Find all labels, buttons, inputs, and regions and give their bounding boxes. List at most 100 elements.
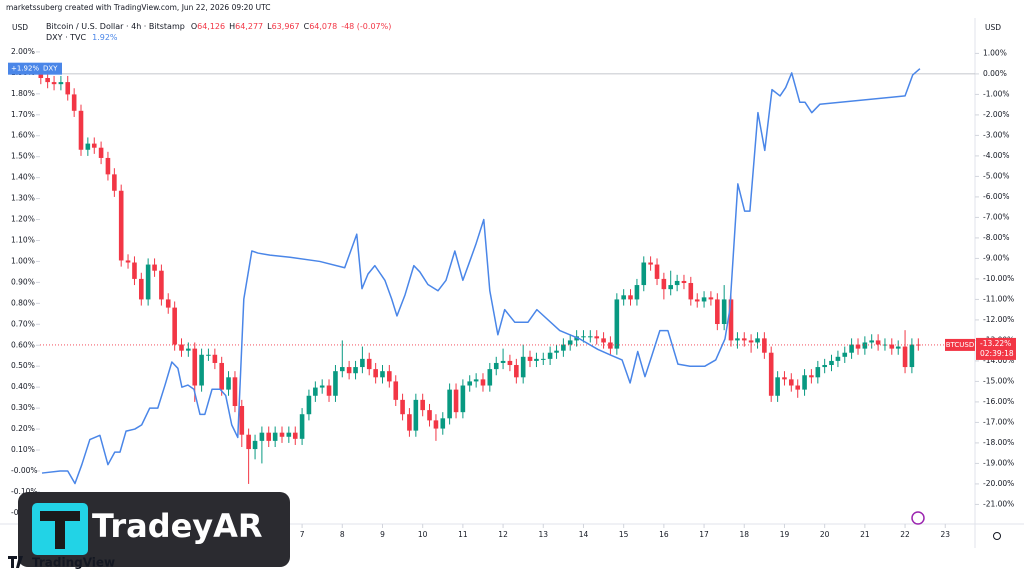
symbol-badge-label: BTCUSD (946, 341, 975, 349)
y2-tick-label: -3.00% (983, 130, 1010, 139)
y2-tick-label: -11.00% (983, 294, 1014, 303)
candle-body (125, 260, 131, 263)
x-tick-label: 22 (900, 530, 910, 539)
candle-body (226, 377, 231, 390)
candle-body (58, 82, 64, 85)
candle-body (286, 432, 292, 437)
candle-body (91, 143, 97, 148)
x-tick-label: 23 (940, 530, 950, 539)
symbol-badge (945, 338, 975, 351)
x-tick-label: 13 (539, 530, 549, 539)
overlay: TradeyAR TradingView BTCUSD -13.22%02:39:… (8, 62, 1016, 570)
candle-body (654, 264, 660, 279)
candle-body (433, 420, 439, 429)
x-tick-label: 21 (860, 530, 870, 539)
legend-value: 64,078 (309, 22, 337, 31)
candle-body (721, 299, 727, 325)
candle-body (802, 375, 807, 390)
candle-body (78, 110, 84, 150)
candle-body (179, 344, 184, 351)
y-tick-label: 1.10% (11, 235, 35, 244)
legend-key: L (267, 22, 272, 31)
candle-body (493, 362, 499, 370)
y-tick-label: 1.50% (11, 152, 35, 161)
x-tick-label: 9 (380, 530, 385, 539)
candle-body (594, 336, 600, 339)
header: marketssuberg created with TradingView.c… (6, 3, 270, 12)
candle-body (520, 356, 526, 378)
candle-body (51, 82, 57, 85)
candle-body (306, 395, 312, 415)
candle-body (112, 174, 117, 191)
candle-body (815, 367, 821, 378)
y2-tick-label: -8.00% (983, 233, 1010, 242)
brand-logo-t (40, 511, 80, 549)
x-tick-label: 20 (820, 530, 830, 539)
candle-body (849, 344, 854, 353)
x-tick-label: 16 (659, 530, 669, 539)
tv-logo-icon (8, 556, 23, 568)
y2-tick-label: -5.00% (983, 171, 1010, 180)
line-badge (8, 62, 62, 75)
x-tick-label: 15 (619, 530, 629, 539)
candle-body (467, 381, 473, 386)
candle-body (628, 295, 633, 300)
y2-tick-label: -1.00% (983, 89, 1010, 98)
y2-tick-label: -20.00% (983, 479, 1014, 488)
candle-body (688, 283, 694, 300)
tv-logo-text: TradingView (32, 556, 115, 570)
legend-value: 64,277 (235, 22, 263, 31)
candle-body (869, 340, 874, 343)
candle-body (360, 358, 365, 368)
candle-body (266, 432, 272, 441)
candle-body (186, 348, 191, 351)
y-tick-label: -0.00% (11, 466, 38, 475)
replay-icon[interactable] (911, 511, 925, 525)
y2-tick-label: -21.00% (983, 499, 1014, 508)
legend-key: O (191, 22, 197, 31)
candle-body (292, 432, 298, 439)
y-tick-label: 1.40% (11, 173, 35, 182)
candle-body (547, 352, 553, 359)
candle-body (427, 410, 432, 421)
candle-body (85, 143, 91, 150)
candle-body (621, 295, 626, 300)
y-tick-label: 0.50% (11, 361, 35, 370)
candle-body (159, 270, 164, 300)
candle-body (460, 385, 466, 413)
y-tick-label: 1.70% (11, 110, 35, 119)
candle-body (353, 367, 358, 374)
legend-series-name: DXY · TVC (46, 33, 87, 42)
y-tick-label: 1.20% (11, 215, 35, 224)
y2-tick-label: -2.00% (983, 110, 1010, 119)
candle-body (138, 278, 144, 300)
candle-body (855, 344, 861, 349)
candle-body (333, 371, 338, 396)
candle-body (527, 356, 533, 361)
candle-body (387, 371, 392, 382)
candle-body (239, 406, 245, 435)
settings-icon[interactable] (993, 532, 1001, 540)
y-tick-label: 0.90% (11, 277, 35, 286)
candle-body (252, 440, 258, 450)
legend-change: -48 (-0.07%) (341, 22, 391, 31)
candle-body (534, 358, 539, 361)
candle-body (71, 94, 77, 111)
candle-body (326, 385, 332, 396)
y2-tick-label: -17.00% (983, 417, 1014, 426)
candle-body (708, 297, 714, 300)
candle-body (480, 379, 486, 386)
candle-body (132, 262, 137, 279)
candle-body (407, 414, 412, 431)
candle-body (775, 377, 780, 396)
x-tick-label: 8 (340, 530, 345, 539)
y2-tick-label: 1.00% (983, 48, 1007, 57)
x-tick-label: 7 (300, 530, 305, 539)
x-tick-label: 12 (498, 530, 508, 539)
right-currency: USD (985, 23, 1001, 32)
candle-body (219, 362, 224, 390)
legend-value: 64,126 (197, 22, 225, 31)
candle-body (45, 78, 50, 83)
